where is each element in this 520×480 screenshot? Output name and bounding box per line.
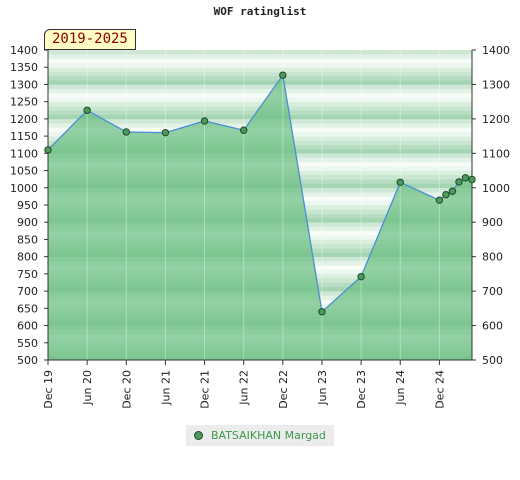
data-point bbox=[448, 187, 457, 195]
data-point bbox=[357, 272, 365, 281]
y-tick-label: 1350 bbox=[10, 61, 38, 74]
y-tick-label: 1250 bbox=[10, 96, 38, 109]
y-tick-label-right: 1000 bbox=[482, 182, 510, 195]
y-tick-label: 1000 bbox=[10, 182, 38, 195]
series-area-fill bbox=[48, 75, 472, 361]
legend-marker-icon bbox=[194, 431, 203, 440]
y-tick-label: 900 bbox=[17, 216, 38, 229]
y-tick-label: 1300 bbox=[10, 78, 38, 91]
y-tick-label: 950 bbox=[17, 199, 38, 212]
data-point bbox=[435, 196, 444, 204]
x-tick-label: Jun 23 bbox=[316, 370, 329, 406]
y-tick-label-right: 1300 bbox=[482, 78, 510, 91]
data-point bbox=[44, 146, 52, 154]
x-tick-label: Dec 21 bbox=[199, 370, 212, 409]
data-point bbox=[239, 126, 248, 134]
legend-label: BATSAIKHAN Margad bbox=[211, 429, 326, 442]
y-tick-label: 1400 bbox=[10, 44, 38, 57]
x-tick-label: Dec 24 bbox=[433, 370, 446, 409]
data-point bbox=[279, 71, 287, 79]
y-tick-label: 1100 bbox=[10, 147, 38, 160]
data-point bbox=[200, 117, 209, 125]
y-axis-left-ticks: 500 550 600 650 700 750 800 850 900 950 1000 1050 11… bbox=[10, 44, 48, 367]
x-tick-label: Jun 20 bbox=[81, 370, 94, 406]
data-point bbox=[461, 174, 470, 182]
date-range-badge: 2019-2025 bbox=[44, 29, 136, 50]
x-tick-label: Jun 24 bbox=[394, 370, 407, 406]
y-tick-label: 650 bbox=[17, 302, 38, 315]
y-tick-label-right: 1100 bbox=[482, 147, 510, 160]
area-fill-layer bbox=[48, 75, 472, 361]
y-tick-label-right: 700 bbox=[482, 285, 503, 298]
chart-title: WOF ratinglist bbox=[213, 5, 307, 18]
series-markers bbox=[44, 71, 476, 316]
y-tick-label: 750 bbox=[17, 268, 38, 281]
data-point bbox=[442, 190, 450, 199]
y-tick-label: 600 bbox=[17, 320, 38, 333]
y-axis-right-ticks: 500 600 700 800 900 1000 1100 1200 1300 1400 bbox=[472, 44, 510, 367]
x-axis-ticks: Dec 19 Jun 20 Dec 20 Jun 21 Dec 21 Jun 22 Dec … bbox=[42, 360, 446, 409]
data-point bbox=[122, 128, 130, 136]
y-tick-label: 800 bbox=[17, 251, 38, 264]
legend[interactable]: BATSAIKHAN Margad bbox=[186, 425, 334, 446]
data-point bbox=[468, 175, 476, 184]
data-point bbox=[396, 178, 404, 186]
x-tick-label: Dec 22 bbox=[277, 370, 290, 409]
y-tick-label: 850 bbox=[17, 233, 38, 246]
y-tick-label: 1200 bbox=[10, 113, 38, 126]
data-point bbox=[455, 178, 463, 186]
series-line bbox=[47, 73, 473, 314]
series-line-layer bbox=[47, 73, 473, 314]
x-tick-label: Dec 23 bbox=[355, 370, 368, 409]
data-point bbox=[318, 308, 326, 316]
y-tick-label: 550 bbox=[17, 337, 38, 350]
y-tick-label: 1050 bbox=[10, 165, 38, 178]
x-tick-label: Dec 19 bbox=[42, 370, 55, 409]
y-tick-label: 700 bbox=[17, 285, 38, 298]
y-tick-label-right: 1200 bbox=[482, 113, 510, 126]
data-point bbox=[83, 106, 91, 114]
y-tick-label-right: 600 bbox=[482, 320, 503, 333]
y-tick-label: 1150 bbox=[10, 130, 38, 143]
y-tick-label: 500 bbox=[17, 354, 38, 367]
vertical-gridlines bbox=[47, 50, 440, 360]
y-tick-label-right: 800 bbox=[482, 251, 503, 264]
y-tick-label-right: 500 bbox=[482, 354, 503, 367]
x-tick-label: Jun 21 bbox=[159, 370, 172, 406]
x-tick-label: Jun 22 bbox=[238, 370, 251, 406]
x-tick-label: Dec 20 bbox=[120, 370, 133, 409]
y-tick-label-right: 900 bbox=[482, 216, 503, 229]
y-tick-label-right: 1400 bbox=[482, 44, 510, 57]
data-point bbox=[161, 128, 170, 137]
